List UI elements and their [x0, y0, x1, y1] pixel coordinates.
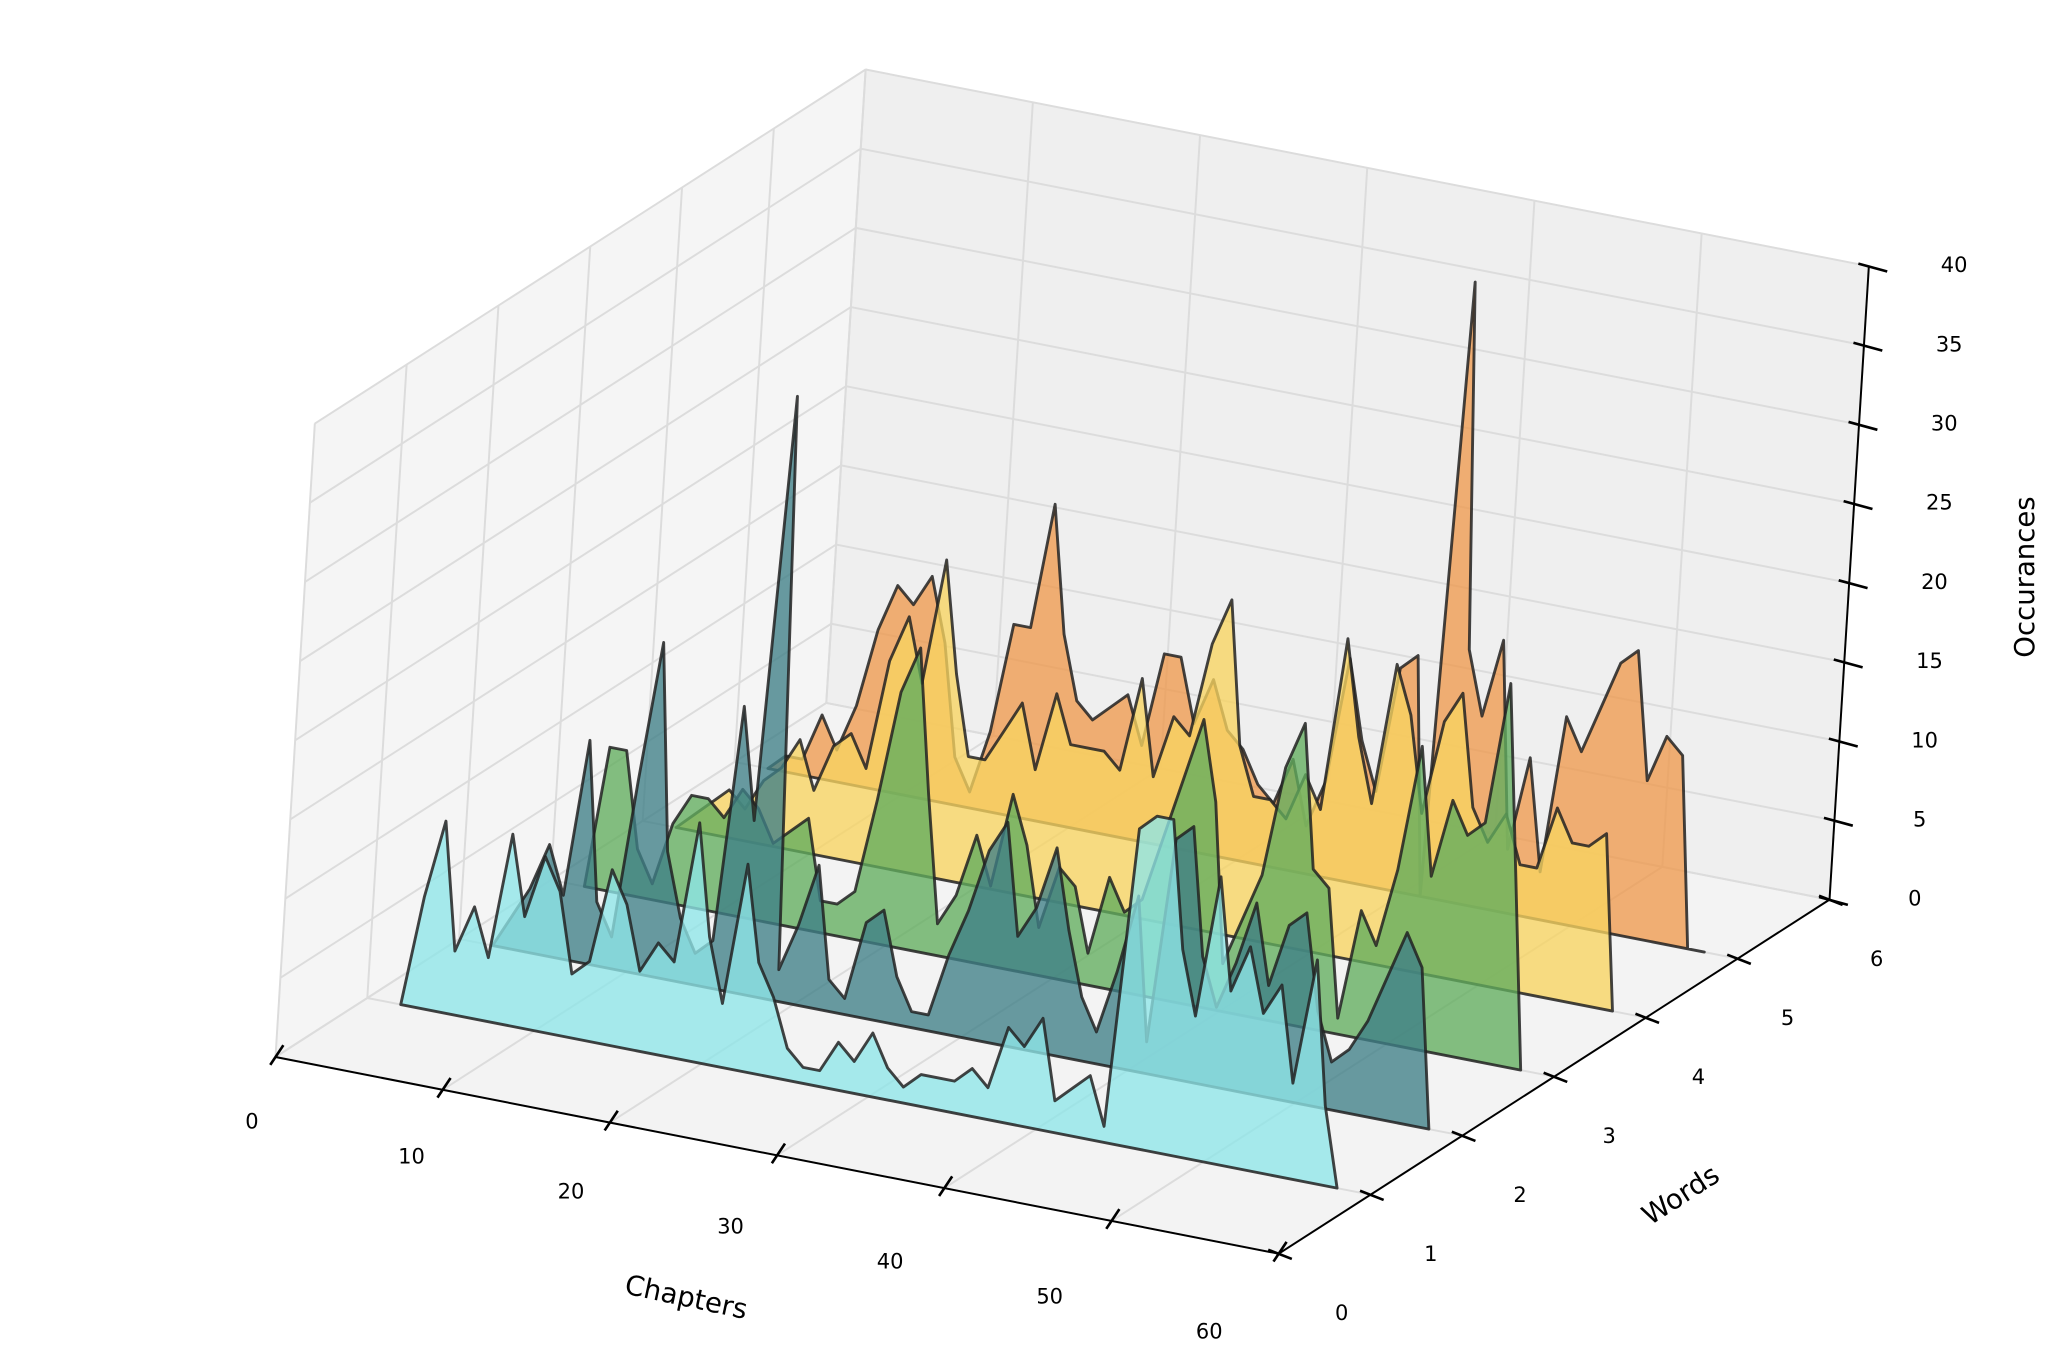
z-tick-label: 40: [1941, 253, 1968, 277]
y-axis-title: Words: [1636, 1159, 1725, 1232]
grid-line: [860, 147, 1865, 347]
z-tick: [1823, 816, 1854, 827]
x-tick: [269, 1044, 285, 1066]
x-axis-title: Chapters: [622, 1269, 750, 1326]
z-tick-label: 35: [1936, 332, 1963, 356]
x-tick: [1105, 1208, 1121, 1230]
marks: [399, 280, 1706, 1190]
z-tick-label: 0: [1908, 887, 1921, 911]
z-tick: [1858, 262, 1888, 273]
x-tick-label: 0: [245, 1110, 258, 1134]
z-tick-label: 30: [1931, 412, 1958, 436]
x-tick: [1272, 1241, 1288, 1263]
x-tick-label: 40: [877, 1249, 904, 1273]
x-tick-label: 20: [558, 1180, 585, 1204]
z-tick: [1828, 737, 1859, 748]
x-tick: [937, 1175, 954, 1197]
z-tick: [1843, 499, 1873, 511]
x-tick-label: 10: [398, 1145, 425, 1169]
x-tick: [436, 1077, 452, 1099]
grid-line: [855, 226, 1860, 426]
z-tick: [1848, 420, 1878, 432]
y-tick-label: 6: [1870, 947, 1883, 971]
x-tick: [770, 1142, 787, 1164]
y-tick: [1359, 1189, 1385, 1202]
grid-line: [279, 622, 832, 979]
grid-line: [309, 147, 862, 504]
z-tick-label: 20: [1921, 570, 1948, 594]
y-tick-label: 2: [1513, 1183, 1526, 1207]
z-tick-label: 15: [1916, 649, 1943, 673]
x-tick: [603, 1110, 619, 1132]
grid-line: [835, 543, 1840, 743]
x-tick-label: 50: [1036, 1284, 1063, 1308]
grid-line: [289, 464, 842, 821]
z-tick-label: 25: [1926, 491, 1953, 515]
grid-line: [284, 543, 837, 900]
y-tick-label: 5: [1781, 1006, 1794, 1030]
x-tick-label: 30: [717, 1214, 744, 1238]
grid-line: [294, 385, 847, 742]
z-tick: [1818, 895, 1849, 907]
x-tick-label: 60: [1196, 1319, 1223, 1343]
series-polygon: [491, 394, 1431, 1131]
grid-line: [299, 306, 852, 662]
z-tick: [1838, 579, 1868, 590]
y-tick: [1267, 1248, 1293, 1261]
y-tick-label: 3: [1603, 1124, 1616, 1148]
y-tick-label: 1: [1424, 1242, 1437, 1266]
grid-line: [850, 306, 1855, 505]
grid-line: [840, 464, 1845, 664]
y-tick: [1543, 1071, 1568, 1084]
z-axis-title: Occurances: [2009, 496, 2041, 657]
grid-line: [845, 385, 1850, 584]
grid-line: [865, 68, 1870, 268]
grid-line: [304, 227, 857, 583]
z-tick: [1833, 658, 1863, 669]
z-tick-label: 5: [1913, 807, 1926, 831]
z-tick-label: 10: [1911, 728, 1938, 752]
z-tick: [1853, 341, 1883, 352]
grid-line: [314, 68, 867, 425]
series-polygon: [399, 814, 1339, 1190]
y-tick: [1726, 953, 1752, 966]
y-tick: [1451, 1130, 1476, 1143]
y-tick-label: 4: [1692, 1065, 1705, 1089]
y-tick-label: 0: [1335, 1301, 1348, 1325]
y-tick: [1634, 1012, 1660, 1025]
